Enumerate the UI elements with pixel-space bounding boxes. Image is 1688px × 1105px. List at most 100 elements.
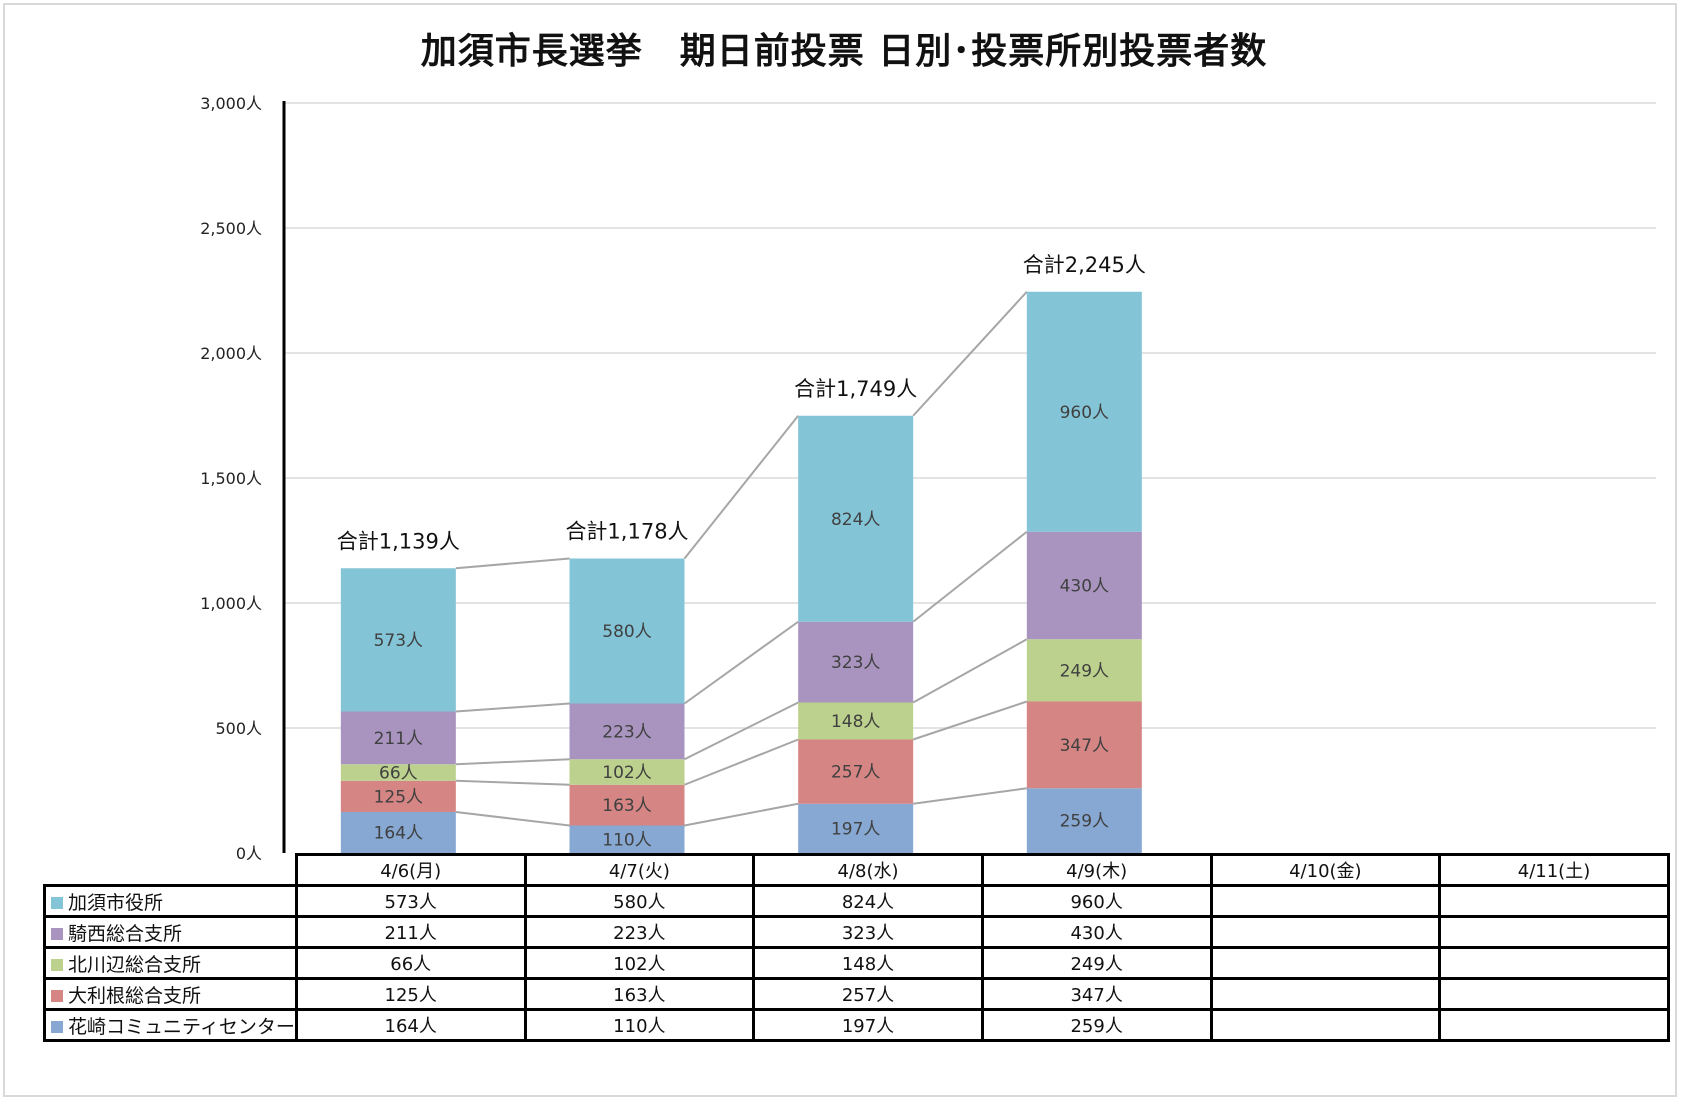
category-header: 4/9(木) [980,853,1213,887]
table-cell: 110人 [523,1008,756,1042]
table-cell [1438,884,1670,918]
series-line [913,787,1027,805]
category-header: 4/7(火) [523,853,756,887]
table-header-row: 4/6(月) 4/7(火) 4/8(水) 4/9(木) 4/10(金) 4/11(土) [44,853,1670,887]
legend-row-label: 大利根総合支所 [43,977,298,1011]
series-line [912,291,1028,417]
table-cell: 223人 [523,915,756,949]
data-label: 211人 [374,729,423,749]
data-label: 249人 [1060,661,1109,681]
data-table: 4/6(月) 4/7(火) 4/8(水) 4/9(木) 4/10(金) 4/11(土) 加須… [43,853,1670,1042]
series-line [455,811,570,827]
data-label: 323人 [831,653,880,673]
data-label: 148人 [831,712,880,732]
bar-segment [569,759,685,785]
bar-segment [1026,291,1142,532]
y-tick-label: 2,500人 [200,219,262,238]
data-label: 347人 [1060,736,1109,756]
table-cell [1209,915,1442,949]
data-label: 163人 [602,796,651,816]
table-cell: 824人 [752,884,984,918]
table-row: 大利根総合支所 125人 163人 257人 347人 [43,977,1670,1011]
data-label: 164人 [374,824,423,844]
data-label: 125人 [374,787,423,807]
series-line [912,638,1028,704]
category-header: 4/11(土) [1438,853,1670,887]
series-line [455,702,570,713]
table-cell: 249人 [980,946,1213,980]
table-cell: 960人 [980,884,1213,918]
table-cell [1209,1008,1442,1042]
table-cell [1209,884,1442,918]
series-line [684,701,799,761]
table-cell: 211人 [294,915,527,949]
legend-text: 北川辺総合支所 [68,953,202,976]
bar-segment [1026,788,1142,853]
chart-title: 加須市長選挙 期日前投票 日別･投票所別投票者数 [420,31,1268,72]
table-corner [44,854,298,887]
table-cell: 164人 [294,1008,527,1042]
legend-swatch-icon [51,989,63,1002]
legend-text: 花崎コミュニティセンター [68,1015,295,1038]
series-lines [455,291,1028,827]
table-row: 花崎コミュニティセンター 164人 110人 197人 259人 [43,1008,1670,1042]
data-label: 960人 [1060,403,1109,423]
bar-segment [340,711,456,765]
bar-segment [340,764,456,781]
table-cell [1209,977,1442,1011]
series-line [684,802,799,827]
y-tick-label: 3,000人 [200,94,262,113]
series-line [912,530,1028,623]
total-label: 合計1,139人 [337,529,460,553]
series-line [455,557,570,570]
table-cell: 430人 [980,915,1213,949]
series-line [455,758,570,766]
legend-swatch-icon [51,958,63,971]
legend-swatch-icon [51,1020,63,1033]
table-cell: 573人 [294,884,527,918]
data-label: 824人 [831,510,880,530]
legend-row-label: 加須市役所 [43,884,298,918]
table-cell: 148人 [752,946,984,980]
category-header: 4/10(金) [1209,853,1442,887]
bar-segment [798,621,914,703]
table-cell: 323人 [752,915,984,949]
table-cell: 259人 [980,1008,1213,1042]
bar-segment [1026,639,1142,702]
category-header: 4/8(水) [752,853,984,887]
y-tick-label: 500人 [215,719,262,738]
bars [340,291,1142,853]
data-label: 197人 [831,819,880,839]
data-label: 102人 [602,763,651,783]
table-cell [1209,946,1442,980]
table-cell: 163人 [523,977,756,1011]
table-cell: 66人 [294,946,527,980]
table-cell [1438,1008,1670,1042]
bar-segment [1026,531,1142,640]
total-label: 合計2,245人 [1023,253,1146,277]
bar-segment [569,703,685,760]
table-row: 加須市役所 573人 580人 824人 960人 [43,884,1670,918]
data-label: 66人 [379,764,418,784]
legend-swatch-icon [51,927,63,940]
bar-segment [798,702,914,740]
series-line [683,620,799,705]
series-line [912,700,1028,741]
total-label: 合計1,178人 [565,520,688,544]
series-line [683,415,799,560]
bar-segment [798,739,914,804]
bar-segment [1026,701,1142,789]
series-line [684,738,799,786]
bar-segment [340,812,456,853]
bar-segment [569,558,685,704]
legend-row-label: 北川辺総合支所 [43,946,298,980]
data-label: 259人 [1060,812,1109,832]
table-cell: 102人 [523,946,756,980]
data-label: 110人 [602,830,651,850]
table-cell [1438,915,1670,949]
bar-segment [340,780,456,812]
table-cell [1438,946,1670,980]
data-label: 430人 [1060,577,1109,597]
